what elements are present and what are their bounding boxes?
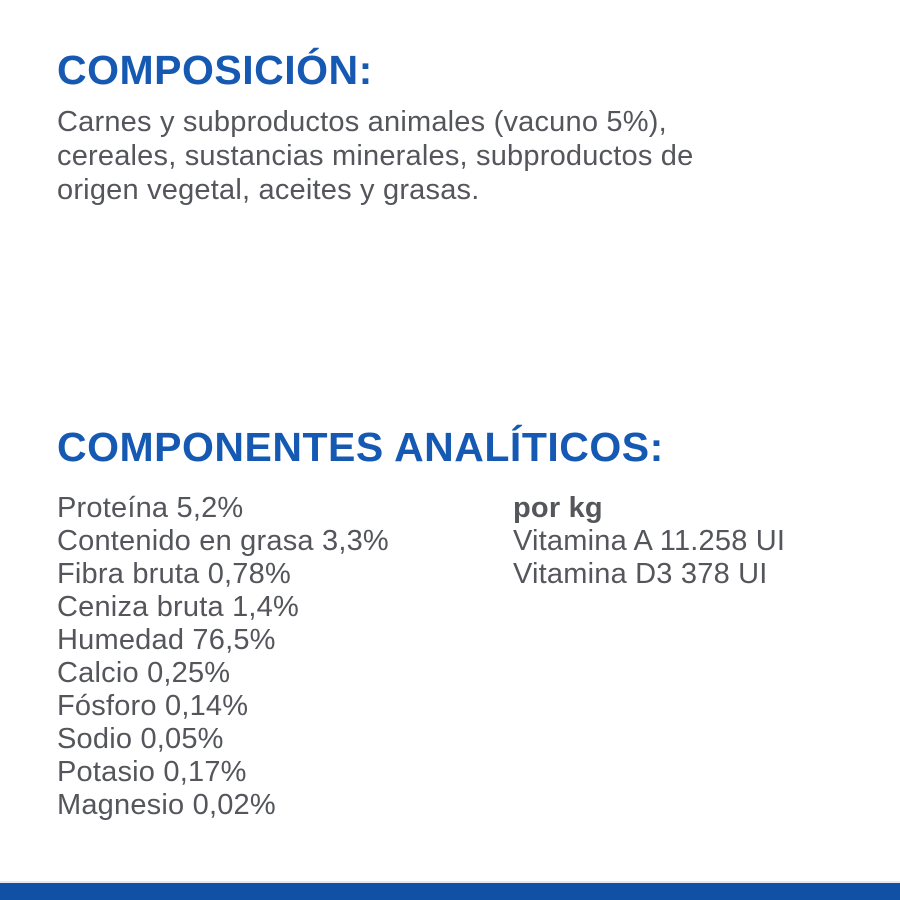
nutrient-value: 76,5% (192, 624, 276, 656)
nutrient-row: Proteína 5,2% (57, 492, 389, 525)
composition-line: origen vegetal, aceites y grasas. (57, 174, 480, 206)
nutrient-label: Proteína (57, 492, 169, 524)
nutrient-value: 0,14% (164, 690, 249, 722)
nutrient-list: Proteína 5,2% Contenido en grasa 3,3% Fi… (57, 492, 389, 822)
nutrient-value: 0,17% (163, 756, 247, 788)
analytical-components-heading: COMPONENTES ANALÍTICOS: (57, 424, 664, 470)
vitamin-value: 11.258 UI (659, 525, 786, 557)
nutrient-value: 3,3% (322, 525, 389, 557)
nutrient-row: Fibra bruta 0,78% (57, 558, 389, 591)
nutrient-label: Humedad (57, 624, 185, 656)
nutrient-value: 0,05% (140, 723, 224, 755)
composition-heading: COMPOSICIÓN: (57, 47, 373, 93)
nutrient-label: Fósforo (57, 690, 157, 722)
vitamin-row: Vitamina D3 378 UI (513, 558, 785, 591)
nutrient-row: Humedad 76,5% (57, 624, 389, 657)
per-kg-header: por kg (513, 492, 603, 524)
nutrient-row: Potasio 0,17% (57, 756, 389, 789)
nutrient-value: 0,02% (192, 789, 276, 821)
nutrient-label: Ceniza bruta (57, 591, 224, 623)
bottom-brand-bar (0, 881, 900, 900)
nutrient-value: 5,2% (176, 492, 244, 524)
vitamin-label: Vitamina A (513, 525, 652, 557)
vitamin-row: Vitamina A 11.258 UI (513, 525, 785, 558)
nutrient-label: Magnesio (57, 789, 185, 821)
nutrient-row: Ceniza bruta 1,4% (57, 591, 389, 624)
composition-line: Carnes y subproductos animales (vacuno 5… (57, 106, 667, 138)
nutrient-value: 0,25% (147, 657, 231, 689)
nutrient-value: 0,78% (207, 558, 291, 590)
nutrient-label: Potasio (57, 756, 156, 788)
nutrient-row: Fósforo 0,14% (57, 690, 389, 723)
composition-line: cereales, sustancias minerales, subprodu… (57, 140, 694, 172)
nutrient-label: Sodio (57, 723, 133, 755)
nutrient-value: 1,4% (232, 591, 299, 623)
vitamin-value: 378 UI (680, 558, 768, 590)
nutrient-label: Contenido en grasa (57, 525, 314, 557)
composition-text: Carnes y subproductos animales (vacuno 5… (57, 105, 693, 207)
nutrient-row: Contenido en grasa 3,3% (57, 525, 389, 558)
vitamin-label: Vitamina D3 (513, 558, 673, 590)
per-kg-column: por kg Vitamina A 11.258 UI Vitamina D3 … (513, 492, 785, 591)
nutrient-label: Fibra bruta (57, 558, 200, 590)
nutrient-row: Calcio 0,25% (57, 657, 389, 690)
nutrient-row: Magnesio 0,02% (57, 789, 389, 822)
nutrient-label: Calcio (57, 657, 139, 689)
nutrient-row: Sodio 0,05% (57, 723, 389, 756)
